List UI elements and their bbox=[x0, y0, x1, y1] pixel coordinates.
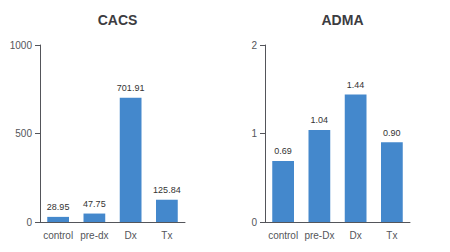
svg-text:1.44: 1.44 bbox=[347, 80, 365, 90]
svg-text:125.84: 125.84 bbox=[153, 185, 181, 195]
svg-text:1: 1 bbox=[251, 128, 257, 139]
svg-text:1.04: 1.04 bbox=[311, 115, 329, 125]
svg-text:28.95: 28.95 bbox=[47, 202, 70, 212]
svg-text:pre-dx: pre-dx bbox=[80, 230, 108, 241]
svg-text:Tx: Tx bbox=[386, 230, 397, 241]
svg-text:0.69: 0.69 bbox=[274, 146, 292, 156]
svg-text:2: 2 bbox=[251, 40, 257, 51]
svg-text:Dx: Dx bbox=[350, 230, 362, 241]
svg-text:control: control bbox=[268, 230, 298, 241]
svg-text:ADMA: ADMA bbox=[322, 12, 364, 28]
svg-text:0: 0 bbox=[26, 217, 32, 228]
svg-text:control: control bbox=[43, 230, 73, 241]
svg-text:Dx: Dx bbox=[125, 230, 137, 241]
svg-text:1000: 1000 bbox=[10, 40, 33, 51]
svg-text:pre-Dx: pre-Dx bbox=[304, 230, 334, 241]
svg-text:0: 0 bbox=[251, 217, 257, 228]
svg-text:47.75: 47.75 bbox=[83, 199, 106, 209]
svg-text:0.90: 0.90 bbox=[383, 128, 401, 138]
svg-text:701.91: 701.91 bbox=[117, 83, 145, 93]
svg-text:500: 500 bbox=[15, 128, 32, 139]
svg-text:CACS: CACS bbox=[98, 12, 138, 28]
svg-text:Tx: Tx bbox=[161, 230, 172, 241]
